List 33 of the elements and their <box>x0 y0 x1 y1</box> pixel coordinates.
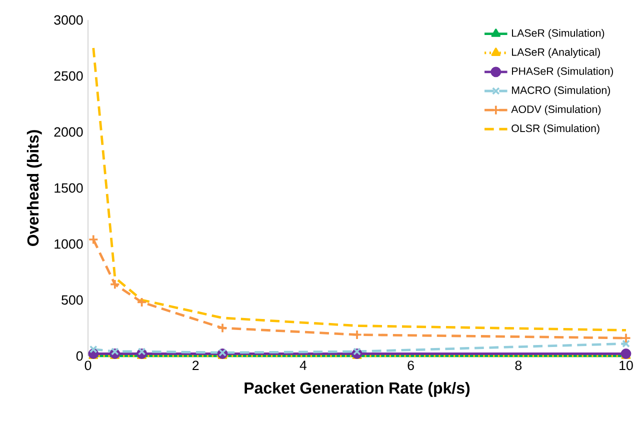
point <box>217 322 228 334</box>
x-tick-label: 2 <box>192 360 199 370</box>
legend-label: MACRO (Simulation) <box>512 86 610 96</box>
x-tick-label: 10 <box>620 360 633 370</box>
x-tick-label: 6 <box>408 360 414 370</box>
legend-label: LASeR (Analytical) <box>512 48 600 58</box>
legend-label: LASeR (Simulation) <box>512 28 604 39</box>
legend-label: AODV (Simulation) <box>511 105 601 116</box>
y-tick-label: 2500 <box>54 71 83 81</box>
y-tick-label: 1000 <box>54 239 83 249</box>
point <box>620 332 632 344</box>
point <box>138 348 146 356</box>
y-tick-label: 2000 <box>54 127 83 137</box>
y-axis-title: Overhead (bits) <box>26 130 42 246</box>
y-tick-label: 1500 <box>54 183 83 193</box>
x-tick-label: 8 <box>515 360 522 370</box>
y-tick-label: 500 <box>62 295 83 305</box>
y-tick-label: 3000 <box>54 15 83 25</box>
line-series <box>92 46 628 332</box>
point <box>89 345 98 354</box>
point <box>352 330 362 340</box>
legend-label: PHASeR (Simulation) <box>512 67 613 78</box>
legend-label: OLSR (Simulation) <box>512 124 600 134</box>
point <box>353 348 361 356</box>
point <box>622 340 630 348</box>
point <box>110 279 120 290</box>
y-tick-label: 0 <box>76 351 83 361</box>
point <box>110 348 119 356</box>
x-tick-label: 0 <box>84 360 92 370</box>
x-axis-title: Packet Generation Rate (pk/s) <box>244 382 470 397</box>
point <box>88 234 99 245</box>
point <box>136 297 148 308</box>
x-tick-label: 4 <box>300 360 307 370</box>
